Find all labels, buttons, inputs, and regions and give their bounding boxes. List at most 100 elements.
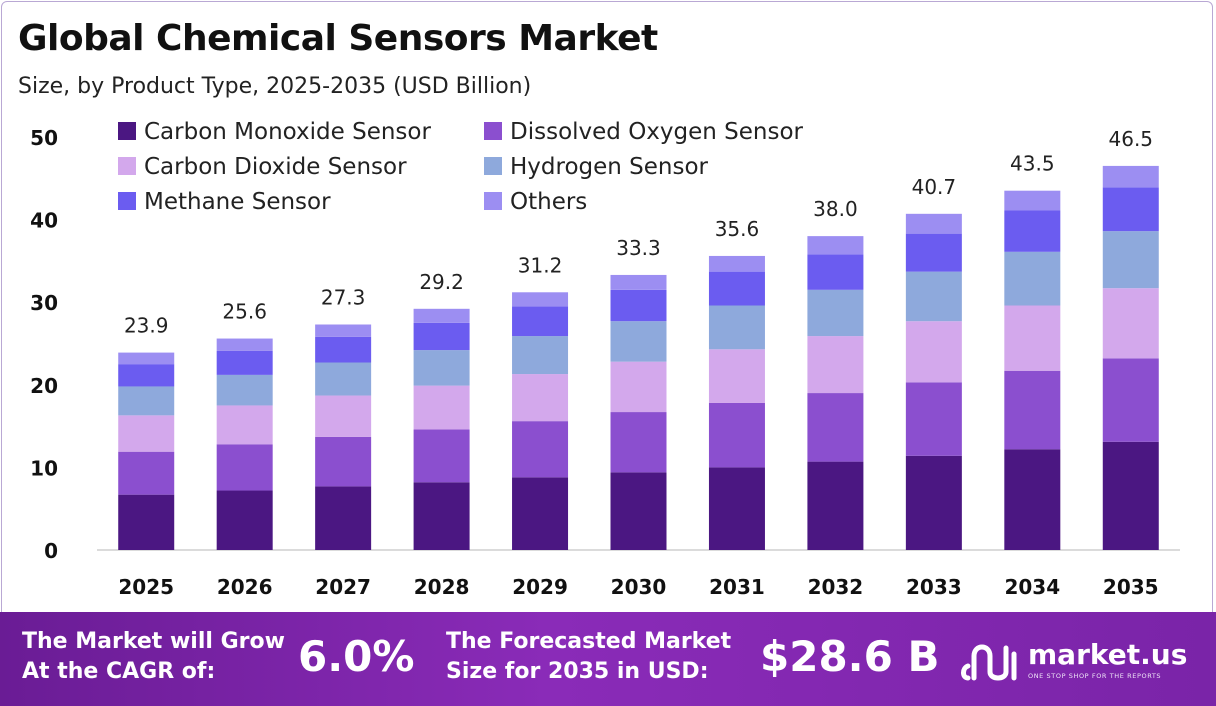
x-tick-label: 2030: [611, 575, 667, 599]
bar-segment-methane-sensor: [118, 364, 175, 387]
bar-segment-carbon-dioxide-sensor: [118, 415, 175, 452]
cagr-label: The Market will Grow At the CAGR of:: [22, 627, 285, 687]
bar-segment-hydrogen-sensor: [1004, 251, 1061, 306]
legend-label: Carbon Dioxide Sensor: [144, 154, 407, 180]
x-tick-label: 2025: [118, 575, 174, 599]
bar-segment-dissolved-oxygen-sensor: [216, 444, 273, 491]
forecast-label-line2: Size for 2035 in USD:: [446, 659, 709, 684]
bar-segment-carbon-monoxide-sensor: [1004, 449, 1061, 550]
bar-segment-dissolved-oxygen-sensor: [708, 402, 765, 468]
brand-logo[interactable]: market.us ONE STOP SHOP FOR THE REPORTS: [960, 634, 1200, 690]
bar-segment-methane-sensor: [1102, 187, 1159, 232]
bar-segment-methane-sensor: [610, 289, 667, 322]
bar-total-label: 27.3: [321, 286, 366, 310]
bar-total-label: 25.6: [222, 300, 267, 324]
footer-banner: The Market will Grow At the CAGR of: 6.0…: [0, 612, 1216, 706]
bar-segment-dissolved-oxygen-sensor: [512, 421, 569, 478]
x-tick-label: 2028: [414, 575, 470, 599]
brand-name: market.us: [1028, 638, 1188, 671]
bar-segment-others: [315, 324, 372, 337]
bar-segment-dissolved-oxygen-sensor: [807, 393, 864, 462]
legend-swatch: [118, 192, 136, 210]
x-tick-label: 2027: [315, 575, 371, 599]
bar-segment-carbon-dioxide-sensor: [216, 405, 273, 445]
legend-label: Dissolved Oxygen Sensor: [510, 119, 804, 145]
y-tick-label: 20: [30, 374, 58, 398]
bar-segment-carbon-monoxide-sensor: [413, 482, 470, 550]
legend-swatch: [484, 122, 502, 140]
market-us-logo-icon: [961, 644, 1017, 681]
chart-subtitle: Size, by Product Type, 2025-2035 (USD Bi…: [18, 74, 532, 99]
x-tick-label: 2032: [808, 575, 864, 599]
bar-segment-hydrogen-sensor: [512, 336, 569, 375]
bar-segment-methane-sensor: [512, 306, 569, 337]
bar-segment-hydrogen-sensor: [216, 374, 273, 406]
bar-total-label: 35.6: [715, 217, 760, 241]
bar-segment-methane-sensor: [708, 271, 765, 306]
cagr-label-line2: At the CAGR of:: [22, 659, 216, 684]
legend-swatch: [118, 122, 136, 140]
bar-segment-methane-sensor: [905, 233, 962, 272]
bar-segment-dissolved-oxygen-sensor: [413, 429, 470, 483]
bar-segment-dissolved-oxygen-sensor: [1004, 370, 1061, 450]
bar-total-label: 46.5: [1109, 127, 1154, 151]
bar-segment-methane-sensor: [807, 254, 864, 290]
bar-total-label: 31.2: [518, 253, 563, 277]
bar-segment-hydrogen-sensor: [610, 321, 667, 362]
bar-total-label: 23.9: [124, 314, 169, 338]
y-tick-label: 30: [30, 291, 58, 315]
bar-segment-carbon-monoxide-sensor: [1102, 441, 1159, 550]
legend-label: Methane Sensor: [144, 189, 331, 215]
legend-label: Hydrogen Sensor: [510, 154, 709, 180]
bar-segment-carbon-dioxide-sensor: [1102, 288, 1159, 359]
y-tick-label: 50: [30, 126, 58, 150]
bar-segment-others: [118, 352, 175, 365]
bar-segment-methane-sensor: [216, 350, 273, 375]
bar-segment-others: [610, 274, 667, 290]
bar-segment-others: [413, 308, 470, 323]
bar-segment-others: [1102, 165, 1159, 188]
bar-segment-others: [807, 236, 864, 255]
bar-total-label: 38.0: [813, 197, 858, 221]
x-tick-label: 2031: [709, 575, 765, 599]
bar-segment-carbon-dioxide-sensor: [413, 385, 470, 430]
x-tick-label: 2029: [512, 575, 568, 599]
bar-segment-carbon-monoxide-sensor: [610, 472, 667, 550]
bar-segment-hydrogen-sensor: [905, 271, 962, 322]
bar-segment-carbon-monoxide-sensor: [315, 486, 372, 550]
bar-segment-hydrogen-sensor: [413, 350, 470, 386]
bar-segment-hydrogen-sensor: [708, 305, 765, 350]
bar-segment-dissolved-oxygen-sensor: [1102, 358, 1159, 442]
bar-segment-others: [512, 292, 569, 307]
x-tick-label: 2033: [906, 575, 962, 599]
forecast-label-line1: The Forecasted Market: [446, 629, 732, 654]
bar-segment-methane-sensor: [413, 322, 470, 351]
bar-segment-others: [708, 255, 765, 272]
legend-swatch: [484, 157, 502, 175]
bar-segment-hydrogen-sensor: [807, 289, 864, 337]
bar-segment-carbon-dioxide-sensor: [315, 395, 372, 437]
bar-segment-dissolved-oxygen-sensor: [118, 451, 175, 495]
chart-title: Global Chemical Sensors Market: [18, 18, 658, 59]
bar-segment-hydrogen-sensor: [1102, 231, 1159, 289]
bar-segment-methane-sensor: [315, 336, 372, 363]
bar-segment-carbon-monoxide-sensor: [216, 490, 273, 550]
legend-label: Carbon Monoxide Sensor: [144, 119, 431, 145]
bar-segment-carbon-dioxide-sensor: [905, 321, 962, 383]
bar-segment-dissolved-oxygen-sensor: [610, 412, 667, 473]
bar-segment-carbon-dioxide-sensor: [610, 361, 667, 413]
x-tick-label: 2026: [217, 575, 273, 599]
legend-swatch: [118, 157, 136, 175]
bar-segment-others: [1004, 190, 1061, 211]
x-tick-label: 2035: [1103, 575, 1159, 599]
bar-segment-hydrogen-sensor: [118, 386, 175, 416]
bar-segment-carbon-monoxide-sensor: [905, 455, 962, 550]
bar-segment-dissolved-oxygen-sensor: [905, 382, 962, 456]
bar-segment-carbon-monoxide-sensor: [708, 467, 765, 550]
forecast-label: The Forecasted Market Size for 2035 in U…: [446, 627, 731, 687]
bar-total-label: 33.3: [616, 236, 661, 260]
bar-segment-methane-sensor: [1004, 210, 1061, 252]
cagr-label-line1: The Market will Grow: [22, 629, 285, 654]
bar-total-label: 29.2: [419, 270, 464, 294]
stacked-bar-chart: 0102030405023.9202525.6202627.3202729.22…: [30, 119, 1180, 599]
